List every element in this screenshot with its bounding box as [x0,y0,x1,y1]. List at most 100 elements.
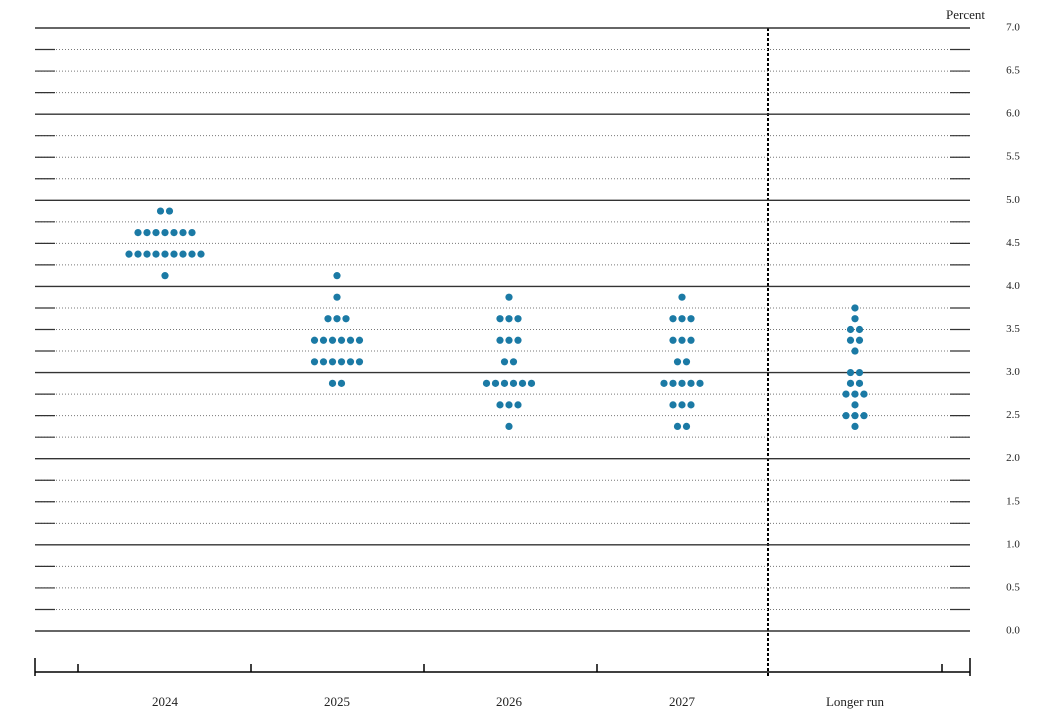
dot [310,358,319,366]
dot [333,272,341,280]
dot [855,336,864,344]
y-tick-label: 4.5 [1006,237,1020,249]
dot [324,315,332,323]
dot [851,390,859,398]
y-tick-label: 2.0 [1006,452,1020,464]
dot [673,422,682,431]
dot [188,228,196,237]
dot [337,358,346,366]
y-tick-label: 6.0 [1006,108,1020,120]
dot [170,228,178,237]
dot [179,250,187,258]
x-tick-label: 2026 [496,694,523,709]
dot [355,358,364,366]
y-tick-label: 3.5 [1006,323,1020,335]
dot [319,358,328,366]
dot [846,336,855,344]
dot [337,379,346,387]
dot [496,336,504,344]
dot [161,250,169,258]
dot [846,368,855,377]
dot [682,422,691,431]
y-tick-label: 1.0 [1006,538,1020,550]
dot [851,304,859,312]
dot [328,336,337,344]
dot [179,228,187,237]
dot [527,379,536,387]
dot [333,293,341,301]
dot [678,336,686,344]
dot [161,272,169,280]
dot [673,358,682,366]
dot [509,358,518,366]
dot [505,315,513,323]
dot [860,412,868,420]
dot [682,358,691,366]
dot [505,293,513,301]
dot [687,401,695,409]
dot [669,315,677,323]
dot [855,368,864,377]
dot [660,379,668,387]
dot [851,347,859,355]
dot [328,358,337,366]
dot [333,315,341,323]
y-tick-label: 4.0 [1006,280,1020,292]
dot [505,336,513,344]
dot [678,315,686,323]
dot [346,336,355,344]
dot [505,401,513,409]
dot [678,293,686,301]
dot [152,250,160,258]
y-tick-label: 5.0 [1006,194,1020,206]
dot [669,336,677,344]
dot [197,250,205,258]
x-tick-label: Longer run [826,694,885,709]
dot [310,336,319,344]
y-tick-label: 3.0 [1006,366,1020,378]
dot [687,336,695,344]
dot [669,379,677,387]
dot [170,250,178,258]
dot [355,336,364,344]
dot [687,379,695,387]
dot [678,401,686,409]
dot [496,315,504,323]
dot [855,379,864,387]
dot [678,379,686,387]
x-tick-label: 2024 [152,694,179,709]
dot [846,325,855,334]
y-tick-label: 7.0 [1006,22,1020,34]
y-tick-label: 5.5 [1006,151,1020,163]
dot [125,250,133,258]
dot [855,325,864,334]
dot [514,315,522,323]
dot [337,336,346,344]
dot [161,228,169,237]
dot [851,412,859,420]
y-tick-label: 1.5 [1006,495,1020,507]
dot [328,379,337,387]
dot [851,401,859,409]
dot [491,379,500,387]
dot [669,401,677,409]
dot [851,315,859,323]
dot [514,401,522,409]
dot [134,228,142,237]
dot [851,422,859,431]
y-tick-label: 2.5 [1006,409,1020,421]
dot [156,207,165,215]
dot [143,228,151,237]
dot [165,207,174,215]
dot [509,379,518,387]
dot [514,336,522,344]
x-tick-label: 2025 [324,694,350,709]
dot [346,358,355,366]
dot [500,379,509,387]
dot [500,358,509,366]
dot [518,379,527,387]
dot [134,250,142,258]
x-tick-label: 2027 [669,694,696,709]
y-tick-label: 0.0 [1006,625,1020,637]
